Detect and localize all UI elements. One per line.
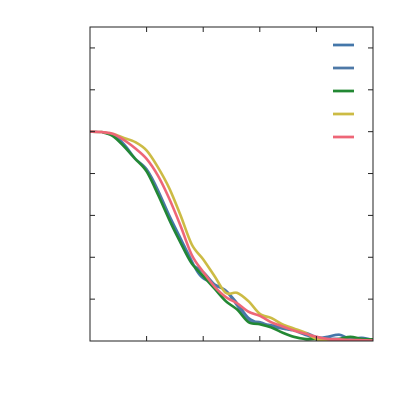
series-line-2 xyxy=(90,130,373,341)
series-line-3 xyxy=(90,130,373,341)
plot-frame xyxy=(89,26,374,342)
series-line-4 xyxy=(90,130,373,341)
series-line-5 xyxy=(90,130,373,341)
series-line-1 xyxy=(90,130,373,341)
